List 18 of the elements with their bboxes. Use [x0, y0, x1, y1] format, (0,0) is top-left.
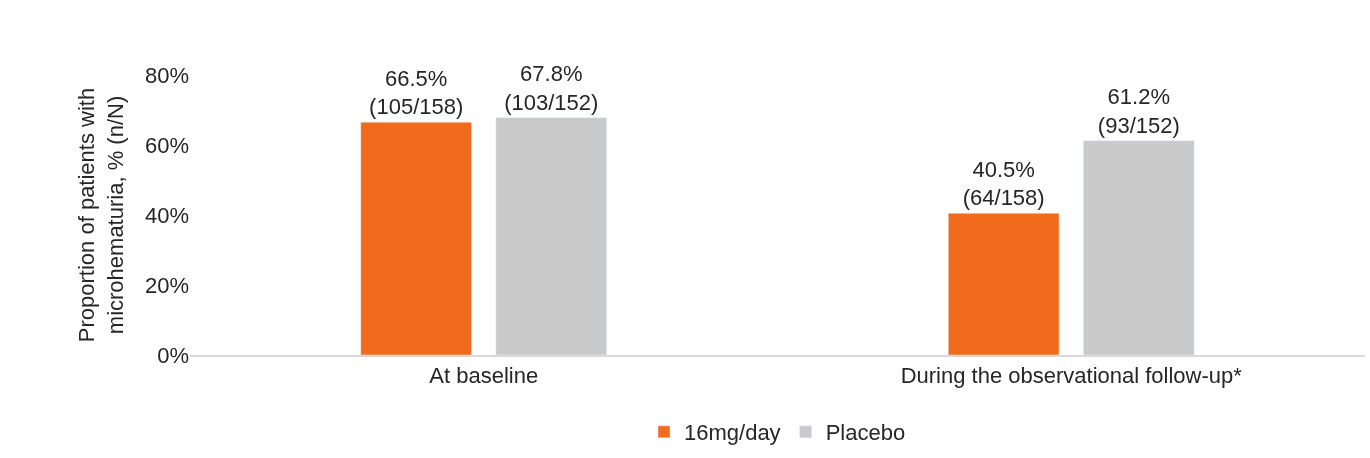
y-tick-label: 20%	[144, 272, 189, 298]
bar	[360, 122, 472, 355]
x-tick-label: During the observational follow-up*	[900, 363, 1243, 389]
bar	[495, 117, 607, 355]
bar	[948, 213, 1060, 355]
data-label: 40.5% (64/158)	[962, 156, 1045, 211]
y-tick-label: 60%	[144, 132, 189, 158]
bar	[1083, 140, 1195, 355]
y-tick-label: 40%	[144, 202, 189, 228]
y-tick-label: 0%	[157, 342, 189, 368]
legend-label: 16mg/day	[684, 420, 781, 446]
data-label: 67.8% (103/152)	[504, 61, 599, 115]
data-label: 61.2% (93/152)	[1097, 84, 1180, 138]
y-axis-title: Proportion of patients with microhematuria, % (n/N)	[74, 87, 128, 343]
x-tick-label: At baseline	[429, 363, 539, 389]
data-label: 66.5% (105/158)	[369, 65, 464, 120]
y-tick-label: 80%	[144, 62, 189, 88]
legend-label: Placebo	[825, 420, 906, 446]
